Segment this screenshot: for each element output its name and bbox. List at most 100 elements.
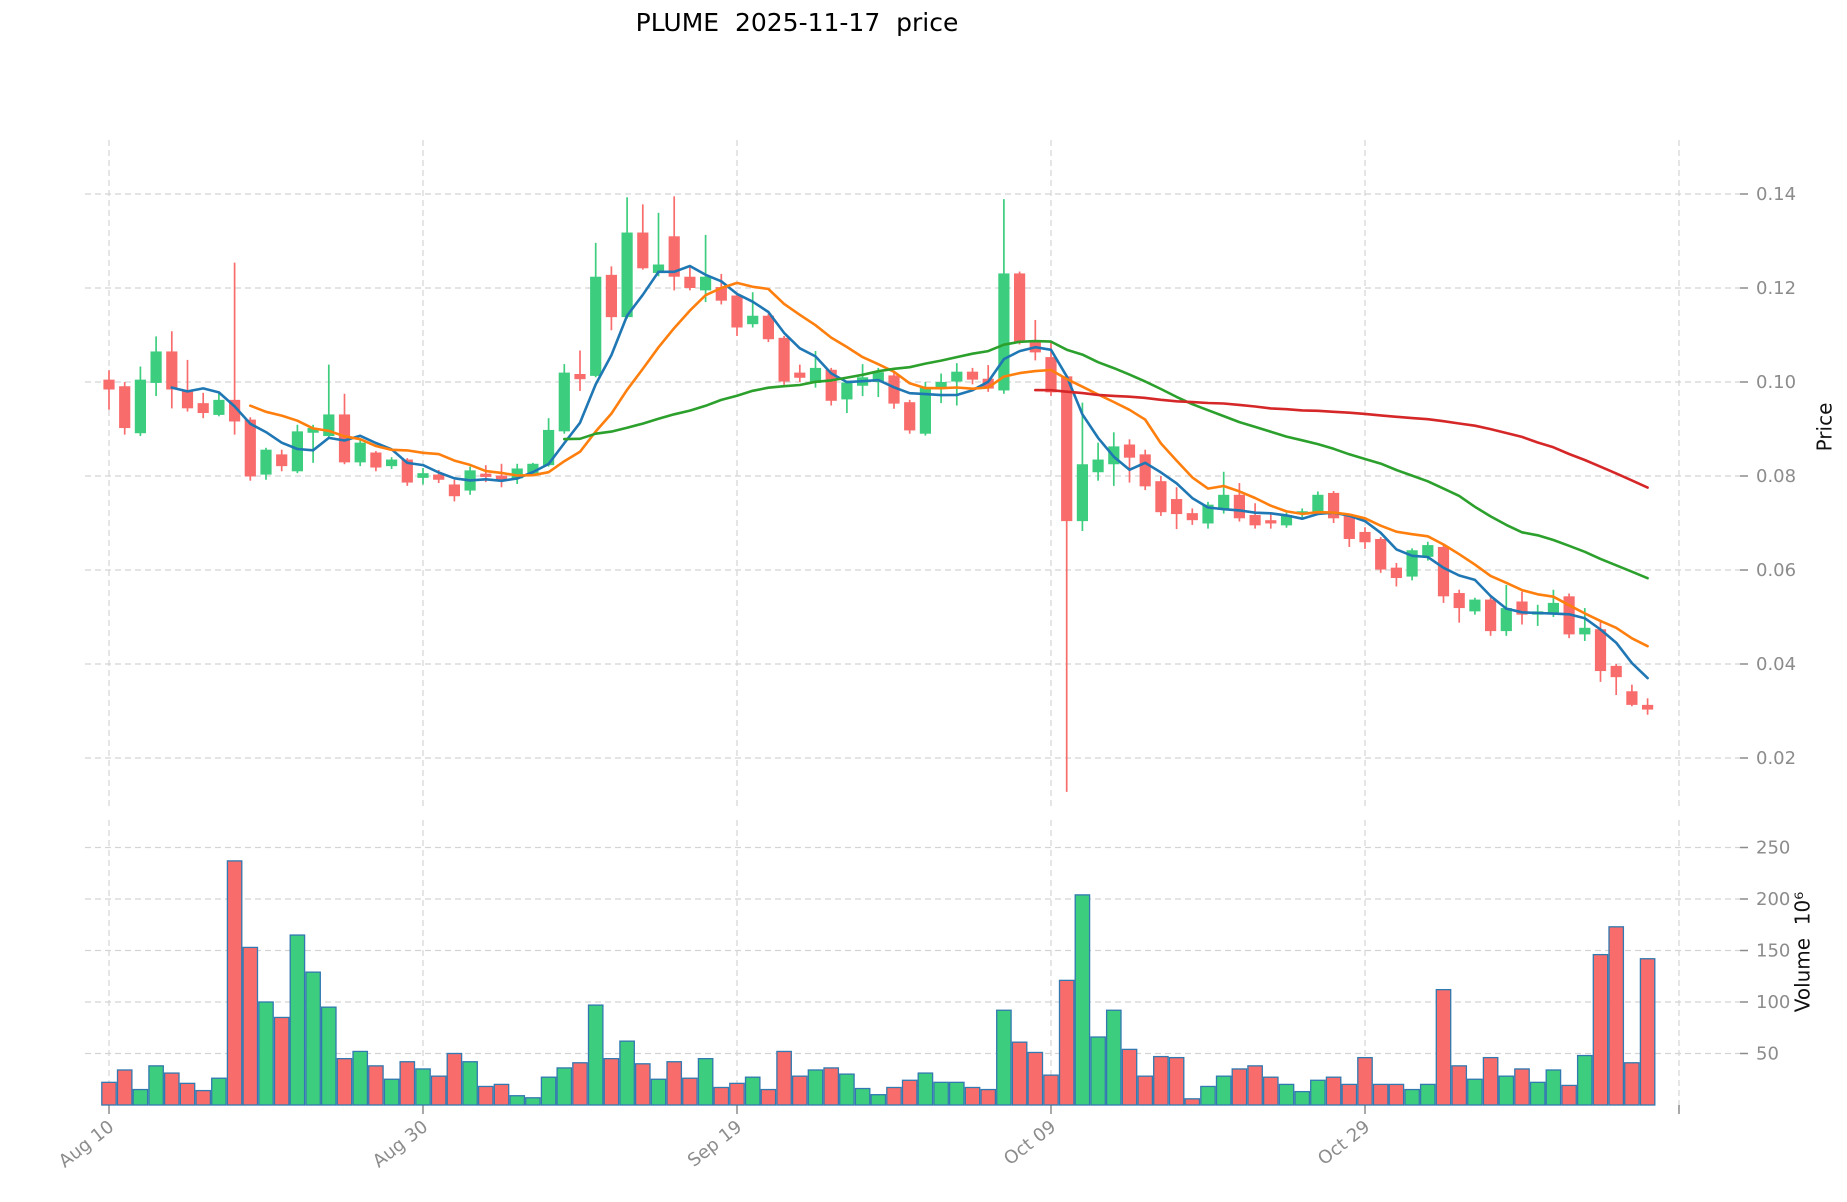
candle-body <box>1626 691 1638 705</box>
volume-bar <box>352 1050 369 1106</box>
volume-bar <box>572 1062 588 1106</box>
volume-bar <box>587 1004 604 1106</box>
volume-bar <box>383 1078 400 1106</box>
candle-body <box>527 463 539 475</box>
volume-bar <box>1498 1075 1515 1106</box>
volume-bar <box>1200 1085 1216 1106</box>
volume-bar <box>807 1069 824 1106</box>
candle-body <box>652 264 665 273</box>
candle-body <box>919 387 931 434</box>
volume-bar <box>116 1069 133 1106</box>
candle-body <box>668 236 680 277</box>
volume-bar <box>1310 1079 1326 1106</box>
candle-body <box>134 379 146 434</box>
candle-body <box>119 386 131 429</box>
volume-bar <box>1545 1069 1562 1106</box>
price-tick-label: 0.12 <box>1756 278 1796 299</box>
volume-bar <box>1215 1075 1232 1106</box>
candle-body <box>433 474 445 480</box>
candle-body <box>1014 273 1026 343</box>
candle-body <box>417 473 429 478</box>
candle-body <box>511 468 523 479</box>
price-tick-label: 0.04 <box>1756 654 1796 675</box>
candle-body <box>1249 515 1261 526</box>
candle-body <box>762 315 774 340</box>
candle-body <box>558 372 570 432</box>
volume-bar <box>1404 1088 1420 1106</box>
candle-body <box>307 428 319 433</box>
volume-bar <box>1482 1056 1499 1106</box>
candle-body <box>621 232 633 318</box>
candle-body <box>1375 538 1387 570</box>
price-tick-label: 0.14 <box>1756 184 1796 205</box>
candle-body <box>935 382 947 389</box>
candle-body <box>166 351 178 390</box>
volume-bar <box>1576 1054 1593 1106</box>
candle-body <box>1610 665 1622 678</box>
volume-bar <box>446 1052 463 1106</box>
volume-bar <box>1592 953 1609 1106</box>
candle-body <box>574 374 586 380</box>
candle-body <box>1359 531 1371 543</box>
candle-body <box>1642 704 1654 710</box>
volume-bar <box>1105 1009 1122 1106</box>
candle-body <box>1155 481 1167 513</box>
candle-body <box>150 351 162 383</box>
volume-bar <box>603 1058 620 1106</box>
volume-axis-label: Volume 10⁶ <box>1790 891 1815 1013</box>
candle-body <box>260 449 272 475</box>
candle-body <box>841 382 853 400</box>
volume-bar <box>886 1086 902 1106</box>
volume-bar <box>729 1082 745 1106</box>
volume-bar <box>1624 1062 1640 1106</box>
volume-bar <box>226 860 243 1106</box>
candle-body <box>1485 599 1497 632</box>
price-tick-label: 0.06 <box>1756 560 1796 581</box>
volume-bar <box>1231 1068 1248 1106</box>
candle-body <box>1280 515 1293 526</box>
candle-body <box>1218 494 1230 510</box>
candle-body <box>401 459 413 483</box>
volume-bar <box>1639 958 1656 1106</box>
volume-bar <box>242 946 259 1106</box>
volume-bar <box>525 1097 541 1106</box>
volume-bar <box>1451 1065 1468 1106</box>
candle-body <box>872 372 884 382</box>
volume-bar <box>132 1088 149 1106</box>
volume-bar <box>1341 1083 1358 1106</box>
candle-body <box>1139 454 1151 487</box>
volume-bar <box>839 1073 855 1106</box>
candle-body <box>1437 546 1450 597</box>
volume-bar <box>933 1081 949 1106</box>
candle-body <box>700 276 712 291</box>
candle-body <box>1202 504 1214 524</box>
volume-bar <box>1168 1056 1185 1106</box>
candle-body <box>448 484 460 497</box>
volume-bar <box>1011 1041 1028 1106</box>
volume-bar <box>791 1075 808 1106</box>
volume-bar <box>258 1001 274 1106</box>
candle-body <box>1061 376 1073 522</box>
candle-body <box>1500 608 1512 632</box>
candle-body <box>747 315 759 325</box>
volume-bar <box>634 1063 651 1106</box>
candle-body <box>1171 499 1183 515</box>
price-tick-label: 0.08 <box>1756 466 1796 487</box>
volume-bar <box>666 1061 683 1106</box>
volume-bar <box>509 1095 526 1106</box>
volume-tick-label: 250 <box>1756 838 1790 859</box>
volume-tick-label: 200 <box>1756 889 1790 910</box>
volume-bar <box>289 934 306 1106</box>
volume-bar <box>1372 1083 1389 1106</box>
volume-bar <box>948 1081 965 1106</box>
volume-bar <box>195 1089 212 1106</box>
volume-bar <box>619 1040 635 1106</box>
date-tick-label: Oct 09 <box>1000 1116 1060 1169</box>
date-tick-label: Oct 29 <box>1314 1116 1374 1169</box>
volume-bar <box>823 1067 840 1106</box>
candle-body <box>1328 492 1340 519</box>
candle-body <box>197 403 209 414</box>
candle-body <box>370 452 382 468</box>
volume-bar <box>1027 1051 1044 1106</box>
